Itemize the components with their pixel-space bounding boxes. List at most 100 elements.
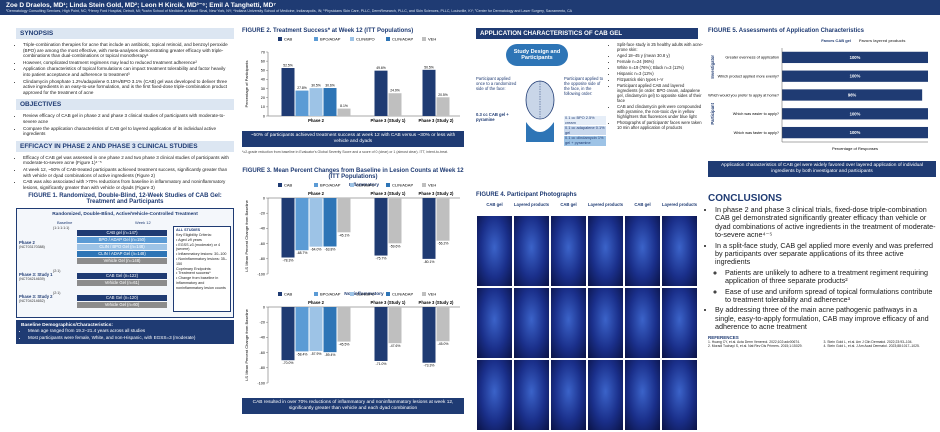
- bar: [422, 69, 436, 116]
- bar: [422, 307, 436, 363]
- left-label: Participant applied once to a randomized…: [476, 76, 517, 91]
- y-axis-label: Percentage of Participants: [244, 61, 249, 108]
- ratio: (2:1): [53, 291, 61, 296]
- arm: Vehicle Gel (n=60): [77, 302, 167, 309]
- photo: [625, 288, 660, 358]
- x-tick-label: Phase 2: [308, 300, 325, 305]
- arms: CAB Gel (n=122) Vehicle Gel (n=61): [77, 273, 167, 287]
- photo: [477, 288, 512, 358]
- favor-label: Favors layered products: [859, 38, 906, 43]
- efficacy-list: Efficacy of CAB gel was assessed in one …: [16, 155, 234, 191]
- data-label: 100%: [850, 111, 861, 116]
- criteria: Coprimary Endpoints:: [176, 266, 212, 271]
- header-bar: Zoe D Draelos, MD¹; Linda Stein Gold, MD…: [0, 0, 940, 15]
- bullet: By addressing three of the main acne pat…: [715, 306, 936, 331]
- arm: CAB gel (n=147): [77, 230, 167, 237]
- photo-label: CAB gel: [634, 202, 651, 207]
- y-tick-label: 50: [261, 69, 265, 73]
- footnote: *≥2-grade reduction from baseline in Eva…: [242, 150, 449, 154]
- bullet: In phase 2 and phase 3 clinical trials, …: [715, 205, 936, 240]
- bullet: At week 12, ~50% of CAB-treated particip…: [23, 167, 234, 178]
- legend-swatch: [278, 183, 282, 188]
- bar: [323, 198, 337, 247]
- x-tick-label: Phase 3 (Study 2): [419, 191, 455, 196]
- demographics-list: Mean age ranged from 19.2–21.4 years acr…: [21, 328, 229, 340]
- bullet: However, complicated treatment regimens …: [23, 60, 234, 66]
- y-tick-label: -20: [260, 321, 266, 325]
- data-label: 8.1%: [340, 104, 348, 108]
- bar: [337, 307, 351, 342]
- bullet: Application characteristics of topical f…: [23, 66, 234, 77]
- bullet: Clindamycin phosphate 1.2%/adapalene 0.1…: [23, 79, 234, 96]
- criteria: • Change from baseline in inflammatory a…: [176, 276, 226, 290]
- ref: 4. Stein Gold L, et al. J Am Acad Dermat…: [823, 343, 920, 348]
- bullet: CAB was also associated with >70% reduct…: [23, 179, 234, 190]
- column-1: SYNOPSIS Triple-combination therapies fo…: [16, 28, 234, 345]
- legend-label: CLIN/ADAP: [392, 183, 413, 188]
- bullet: Participant applied CAB and layered ingr…: [617, 83, 705, 103]
- bullet: Triple-combination therapies for acne th…: [23, 42, 234, 59]
- data-label: -45.0%: [438, 342, 449, 346]
- legend-swatch: [350, 292, 354, 297]
- photo: [477, 216, 512, 286]
- photo-label: Layered products: [587, 202, 624, 207]
- y-tick-label: Which would you prefer to apply at home?: [708, 93, 779, 97]
- data-label: 96%: [848, 93, 857, 98]
- y-tick-label: 0: [263, 197, 265, 201]
- synopsis-list: Triple-combination therapies for acne th…: [16, 42, 234, 95]
- data-label: 52.5%: [283, 64, 293, 68]
- conclusions-list: In phase 2 and phase 3 clinical trials, …: [708, 205, 936, 332]
- photo-grid: CAB gel Layered products CAB gel Layered pr…: [476, 202, 698, 432]
- phase-nct: (NCT04214652): [19, 299, 45, 304]
- legend-swatch: [422, 183, 426, 188]
- arms: CAB Gel (n=120) Vehicle Gel (n=60): [77, 295, 167, 309]
- data-label: 20.5%: [438, 93, 448, 97]
- product: 0.1 cc adapalene 0.1% gel: [564, 125, 606, 136]
- x-tick-label: Phase 3 (Study 1): [371, 300, 407, 305]
- y-tick-label: 20: [261, 96, 265, 100]
- photo-label: CAB gel: [560, 202, 577, 207]
- design-panel: Study Design and Participants Participan…: [476, 42, 606, 170]
- photo: [514, 360, 549, 430]
- y-tick-label: -100: [257, 273, 265, 277]
- photo: [625, 360, 660, 430]
- photo: [477, 360, 512, 430]
- phase: Phase 3: Study 1 (NCT04214639) (2:1) CAB Ge…: [19, 269, 169, 289]
- y-tick-label: 30: [261, 87, 265, 91]
- bar: [374, 70, 388, 116]
- phase-name: Phase 3: Study 2: [19, 294, 53, 300]
- x-tick-label: Phase 3 (Study 2): [419, 300, 455, 305]
- data-label: -71.0%: [376, 362, 387, 366]
- legend-label: CAB: [284, 292, 293, 297]
- objectives-list: Review efficacy of CAB gel in phase 2 an…: [16, 113, 234, 136]
- application-list: Split-face study in 25 healthy adults wi…: [610, 42, 705, 131]
- legend-swatch: [278, 37, 282, 41]
- data-label: -75.7%: [376, 257, 387, 261]
- data-label: -59.4%: [325, 353, 336, 357]
- poster: {"header":{"authors":"Zoe D Draelos, MD¹…: [0, 0, 940, 411]
- bar: [436, 97, 450, 116]
- arm: CLIN / BPO Gel (n=148): [77, 244, 167, 251]
- group-label: Investigator: [710, 55, 715, 79]
- section-title: CONCLUSIONS: [708, 193, 782, 204]
- criteria: Key Eligibility Criteria:: [176, 233, 212, 238]
- bullet: Compare the application characteristics …: [23, 126, 234, 137]
- legend-label: VEH: [428, 37, 436, 42]
- bar: [782, 126, 928, 139]
- bar: [388, 93, 402, 116]
- bullet: Split-face study in 25 healthy adults wi…: [617, 42, 705, 52]
- caption: CAB resulted in over 70% reductions of i…: [242, 398, 464, 415]
- photo: [514, 288, 549, 358]
- data-label: -63.8%: [325, 248, 336, 252]
- figure-title: FIGURE 3. Mean Percent Changes from Base…: [242, 168, 464, 181]
- right-label: Participant applied to the opposite side…: [564, 76, 604, 96]
- arm: CAB Gel (n=120): [77, 295, 167, 302]
- data-label: -47.6%: [390, 344, 401, 348]
- legend-swatch: [314, 37, 318, 41]
- legend-label: BPO/ADAP: [320, 183, 341, 188]
- phase-nct: (NCT04214639): [19, 277, 45, 282]
- data-label: 49.6%: [376, 66, 386, 70]
- criteria: • Aged ≥9 years: [176, 237, 202, 242]
- arm: Vehicle Gel (n=148): [77, 258, 167, 265]
- legend-label: CLIN/ADAP: [392, 37, 413, 42]
